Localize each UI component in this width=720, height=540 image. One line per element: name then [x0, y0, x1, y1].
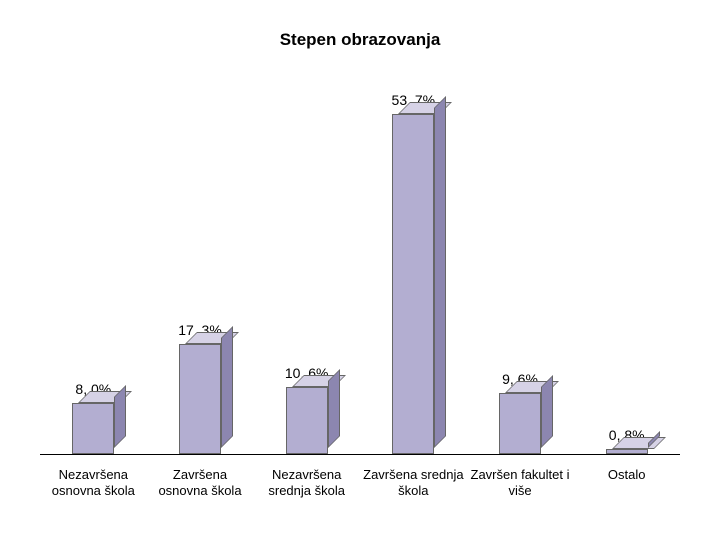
bar	[179, 344, 221, 454]
bar	[392, 114, 434, 454]
bar	[499, 393, 541, 454]
chart-container: Stepen obrazovanja 8, 0%17, 3%10, 6%53, …	[40, 30, 680, 510]
bar-slot: 8, 0%	[40, 75, 147, 454]
bar-front-face	[72, 403, 114, 454]
bar	[606, 449, 648, 454]
x-axis-label: Nezavršena osnovna škola	[40, 467, 147, 500]
bar-side-face	[328, 369, 340, 448]
bar-slot: 0, 8%	[573, 75, 680, 454]
x-axis-label: Završen fakultet i više	[467, 467, 574, 500]
bar-slot: 9, 6%	[467, 75, 574, 454]
x-axis-labels: Nezavršena osnovna školaZavršena osnovna…	[40, 467, 680, 500]
bar-front-face	[499, 393, 541, 454]
bar-side-face	[541, 375, 553, 448]
bar-side-face	[221, 326, 233, 448]
bar-front-face	[606, 449, 648, 454]
x-axis-label: Nezavršena srednja škola	[253, 467, 360, 500]
bar-slot: 10, 6%	[253, 75, 360, 454]
bar-front-face	[179, 344, 221, 454]
x-axis-label: Ostalo	[573, 467, 680, 500]
bar-slot: 53, 7%	[360, 75, 467, 454]
bar-slot: 17, 3%	[147, 75, 254, 454]
plot-area: 8, 0%17, 3%10, 6%53, 7%9, 6%0, 8%	[40, 75, 680, 455]
bar-side-face	[434, 96, 446, 448]
bar-front-face	[286, 387, 328, 454]
bar-front-face	[392, 114, 434, 454]
bar	[286, 387, 328, 454]
bar-side-face	[114, 385, 126, 448]
x-axis-label: Završena osnovna škola	[147, 467, 254, 500]
bars-row: 8, 0%17, 3%10, 6%53, 7%9, 6%0, 8%	[40, 75, 680, 454]
x-axis-label: Završena srednja škola	[360, 467, 467, 500]
bar	[72, 403, 114, 454]
chart-title: Stepen obrazovanja	[40, 30, 680, 50]
